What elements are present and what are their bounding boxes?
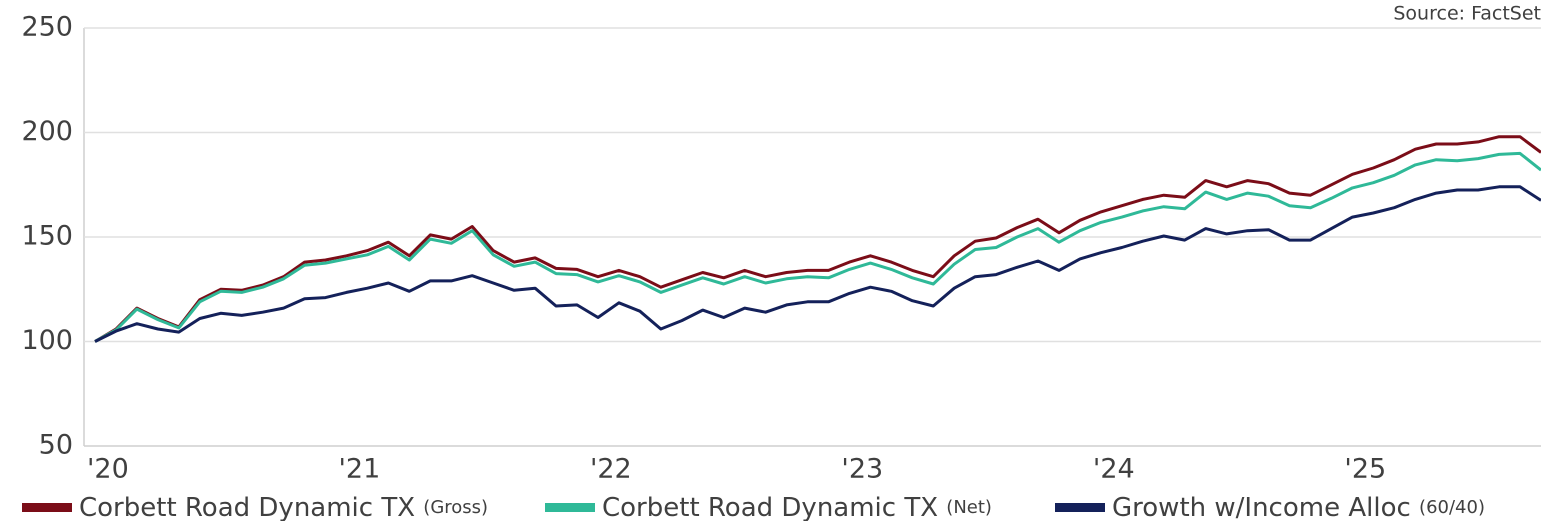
y-tick-label: 200 [21, 116, 73, 147]
legend-label: Corbett Road Dynamic TX (Gross) [79, 493, 488, 521]
series-line [94, 151, 1541, 343]
x-tick-label: '24 [1093, 454, 1135, 485]
x-tick-label: '23 [841, 454, 883, 485]
legend: Corbett Road Dynamic TX (Gross) Corbett R… [22, 493, 1485, 521]
legend-swatch [22, 503, 72, 512]
grid: 50 100 150 200 250 '20 '21 '22 '23 '24 '25 [21, 12, 1541, 485]
y-tick-label: 50 [39, 430, 73, 461]
x-tick-label: '21 [338, 454, 380, 485]
series-line [94, 135, 1541, 343]
legend-label: Corbett Road Dynamic TX (Net) [602, 493, 992, 521]
y-tick-label: 100 [21, 325, 73, 356]
y-tick-label: 150 [21, 221, 73, 252]
x-tick-label: '20 [87, 454, 129, 485]
series-line [94, 185, 1541, 343]
x-tick-label: '25 [1344, 454, 1386, 485]
source-note: Source: FactSet [1393, 3, 1541, 25]
y-tick-label: 250 [21, 12, 73, 43]
legend-swatch [1055, 503, 1105, 512]
plot-area [94, 135, 1541, 343]
legend-label: Growth w/Income Alloc (60/40) [1112, 493, 1485, 521]
x-tick-label: '22 [590, 454, 632, 485]
legend-swatch [545, 503, 595, 512]
